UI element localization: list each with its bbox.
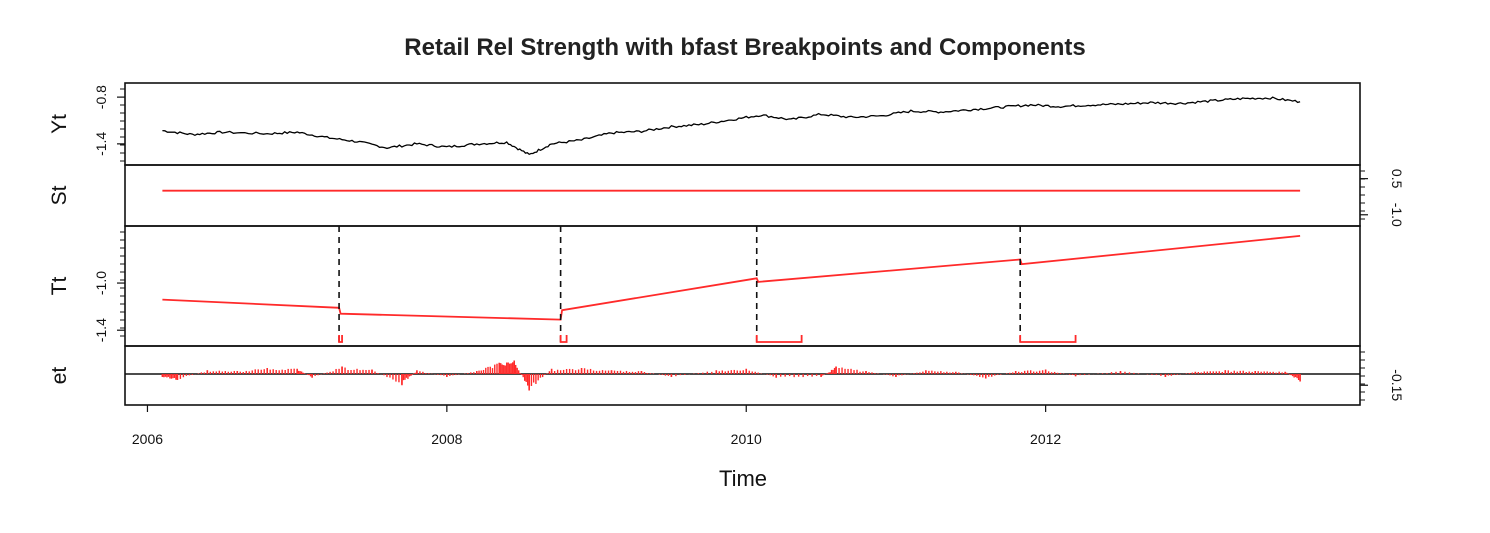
panel-label-yt: Yt <box>48 114 71 134</box>
x-axis-label: Time <box>719 466 767 491</box>
panel-label-st: St <box>48 185 71 205</box>
breakpoint-ci <box>338 335 343 343</box>
panel-label-tt: Tt <box>48 277 71 296</box>
breakpoint-ci <box>559 335 568 343</box>
panels-layer: Yt -1.4 -0.8 St -1.0 0.5 Tt -1.4 -1.0 et -0.15 <box>48 82 1405 406</box>
series-line-tt <box>162 235 1301 321</box>
panel-frame <box>124 82 1361 166</box>
y-tick-label: 0.5 <box>1389 169 1405 189</box>
chart-title: Retail Rel Strength with bfast Breakpoin… <box>404 34 1085 61</box>
y-tick-label: -1.4 <box>93 318 109 342</box>
x-tick-label: 2006 <box>132 431 163 447</box>
panel-tt: Tt -1.4 -1.0 <box>48 225 1361 347</box>
y-tick-label: -1.0 <box>93 271 109 295</box>
y-tick-label: -1.4 <box>93 132 109 156</box>
panel-st: St -1.0 0.5 <box>48 164 1405 227</box>
panel-frame <box>124 225 1361 347</box>
breakpoint-ci <box>1019 335 1077 343</box>
panel-frame <box>124 164 1361 227</box>
x-tick-label: 2010 <box>731 431 762 447</box>
panel-yt: Yt -1.4 -0.8 <box>48 82 1361 166</box>
y-tick-label: -1.0 <box>1389 203 1405 227</box>
series-line-yt <box>162 96 1301 156</box>
x-tick-label: 2012 <box>1030 431 1061 447</box>
x-axis: 2006 2008 2010 2012 <box>132 405 1061 447</box>
breakpoint-ci <box>755 335 803 343</box>
x-tick-label: 2008 <box>431 431 462 447</box>
panel-et: et -0.15 <box>48 345 1405 406</box>
panel-label-et: et <box>48 367 71 385</box>
y-tick-label: -0.8 <box>93 85 109 109</box>
y-tick-label: -0.15 <box>1389 369 1405 401</box>
